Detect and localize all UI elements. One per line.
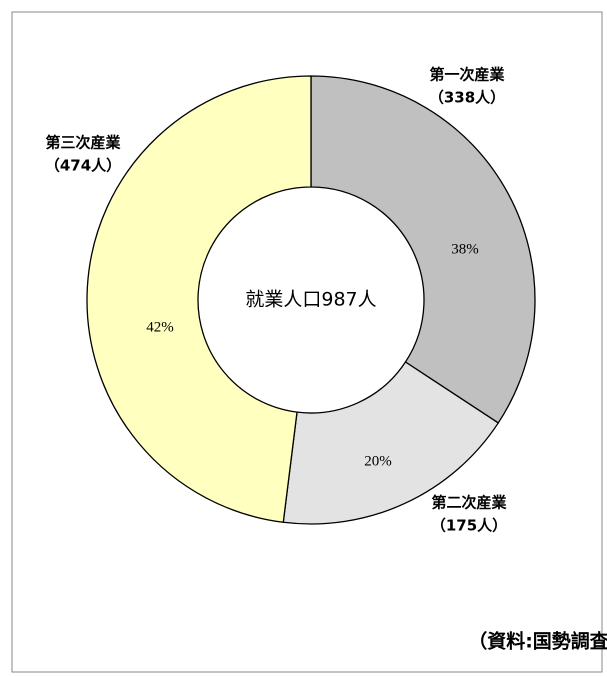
category-label: 第二次産業 [431,494,507,512]
percent-label: 20% [364,453,392,469]
frame [11,11,603,673]
donut-slice [282,361,500,525]
center-label: 就業人口987人 [245,289,376,311]
donut-slice [310,75,536,424]
value-label: （338人） [429,89,505,107]
percent-label: 38% [451,241,479,257]
category-label: 第一次産業 [429,66,505,84]
value-label: （474人） [45,157,121,175]
category-label: 第三次産業 [45,134,121,152]
source: （資料:国勢調査） [468,630,607,653]
percent-label: 42% [146,319,174,335]
donut-slice [86,75,312,524]
value-label: （175人） [431,517,507,535]
